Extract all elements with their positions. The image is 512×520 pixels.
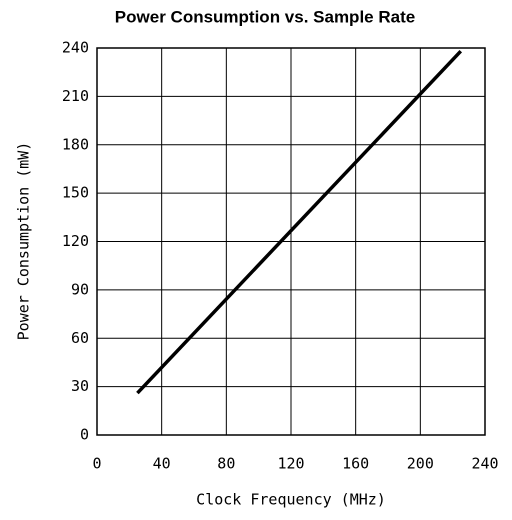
y-tick-label: 30 [71,377,89,395]
data-line [136,50,463,395]
y-tick-label: 120 [62,232,89,250]
chart-title: Power Consumption vs. Sample Rate [115,7,415,26]
x-tick-label: 0 [92,455,101,473]
x-tick-label: 120 [277,455,304,473]
y-tick-label: 150 [62,184,89,202]
x-tick-label: 160 [342,455,369,473]
y-axis-label: Power Consumption (mW) [15,142,33,341]
x-tick-label: 80 [217,455,235,473]
x-tick-label: 40 [153,455,171,473]
y-tick-label: 60 [71,329,89,347]
x-tick-label: 200 [407,455,434,473]
y-tick-label: 90 [71,280,89,298]
y-tick-label: 180 [62,135,89,153]
plot-frame [96,47,486,436]
x-axis-label: Clock Frequency (MHz) [196,491,386,509]
y-tick-label: 210 [62,87,89,105]
x-tick-label: 240 [471,455,498,473]
y-tick-label: 0 [80,426,89,444]
y-tick-label: 240 [62,39,89,57]
